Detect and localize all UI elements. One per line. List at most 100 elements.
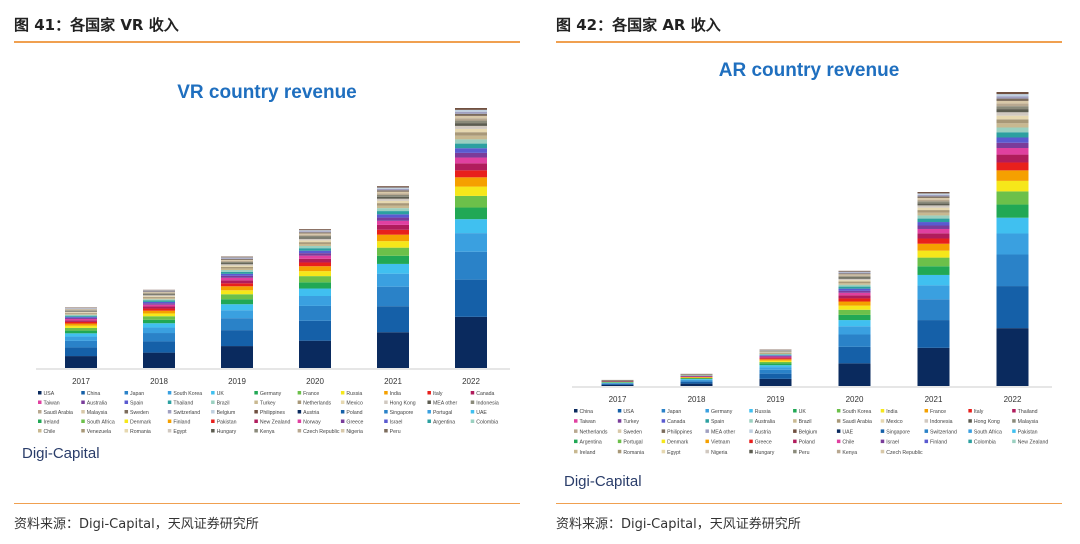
legend-label: South Korea <box>173 391 202 397</box>
legend-label: Mexico <box>346 401 363 407</box>
bar-segment <box>838 275 871 277</box>
bar-segment <box>299 234 331 236</box>
legend-entry: Sweden <box>617 429 642 435</box>
bar-segment <box>917 210 950 213</box>
bar-segment <box>917 225 950 229</box>
legend-swatch <box>661 449 666 454</box>
bar-segment <box>838 305 871 310</box>
bar-segment <box>838 283 871 285</box>
bar-segment <box>455 109 487 112</box>
bar-segment <box>455 170 487 178</box>
legend-swatch <box>167 419 172 423</box>
bar-segment <box>455 118 487 121</box>
legend-label: Japan <box>667 409 681 415</box>
bar-segment <box>221 304 253 311</box>
bar-segment <box>917 250 950 258</box>
x-tick-label: 2022 <box>462 377 480 386</box>
legend-swatch <box>427 410 431 414</box>
legend-label: UK <box>217 391 225 397</box>
legend-entry: Ireland <box>574 449 595 456</box>
bar-segment <box>377 332 409 368</box>
bar-segment <box>838 276 871 278</box>
legend-swatch <box>617 429 622 433</box>
bar-segment <box>759 359 792 361</box>
bar-segment <box>838 288 871 291</box>
source-note: 资料来源：Digi-Capital，天风证券研究所 <box>556 517 801 532</box>
bottom-rule <box>14 503 520 504</box>
legend-label: Nigeria <box>346 429 363 435</box>
legend-label: Austria <box>755 429 771 435</box>
legend-swatch <box>705 439 709 444</box>
bar-segment <box>299 245 331 249</box>
bar-segment <box>996 142 1029 149</box>
legend-swatch <box>124 391 129 395</box>
legend-swatch <box>254 419 258 423</box>
legend-swatch <box>470 419 475 423</box>
legend-swatch <box>340 391 345 395</box>
bar-segment <box>455 251 487 280</box>
legend-entry: Indonesia <box>924 419 953 425</box>
legend-swatch <box>297 400 302 404</box>
legend-entry: Ireland <box>38 419 59 426</box>
bar-segment <box>143 298 175 300</box>
bar-segment <box>455 279 487 317</box>
legend-swatch <box>880 449 885 454</box>
legend-entry: Greece <box>340 419 364 426</box>
legend-label: South Korea <box>842 409 871 415</box>
bar-segment <box>455 157 487 164</box>
bar-segment <box>455 132 487 136</box>
bar-stack <box>838 270 871 386</box>
legend-swatch <box>705 449 709 454</box>
bar-stack <box>221 256 253 368</box>
bar-segment <box>996 286 1029 329</box>
legend-swatch <box>836 409 841 413</box>
legend-label: Norway <box>303 420 321 426</box>
legend-swatch <box>38 400 42 404</box>
legend-swatch <box>793 419 797 423</box>
legend-label: Australia <box>87 401 107 407</box>
x-tick-label: 2019 <box>767 395 785 404</box>
legend-entry: Thailand <box>1012 409 1038 415</box>
bar-segment <box>221 346 253 368</box>
bar-segment <box>377 286 409 307</box>
bar-segment <box>299 240 331 243</box>
bar-segment <box>221 283 253 287</box>
legend-label: UAE <box>476 410 487 416</box>
bar-segment <box>996 123 1029 128</box>
legend-label: Greece <box>755 440 772 446</box>
legend-label: Finland <box>173 420 190 426</box>
bar-stack <box>996 92 1029 386</box>
bar-segment <box>143 310 175 314</box>
bar-segment <box>680 379 713 381</box>
legend-label: Philippines <box>260 410 285 416</box>
legend-entry: Taiwan <box>38 400 60 407</box>
bar-segment <box>221 257 253 259</box>
bar-segment <box>455 113 487 116</box>
bar-segment <box>838 271 871 273</box>
legend-label: Belgium <box>799 429 818 435</box>
legend-swatch <box>924 419 929 423</box>
legend-entry: Argentina <box>427 419 455 426</box>
legend-label: Netherlands <box>303 401 331 407</box>
bar-segment <box>65 315 97 317</box>
legend-label: Germany <box>711 409 733 415</box>
legend-swatch <box>1012 409 1016 413</box>
bar-segment <box>299 237 331 239</box>
legend-label: India <box>886 409 897 415</box>
legend-swatch <box>254 391 258 395</box>
bar-segment <box>680 381 713 384</box>
bar-segment <box>680 378 713 380</box>
bar-segment <box>377 220 409 225</box>
bar-segment <box>65 310 97 311</box>
bar-segment <box>838 274 871 276</box>
panel-vr: 图 41：各国家 VR 收入 VR country revenue 2017 201… <box>14 0 520 544</box>
legend-swatch <box>427 391 431 395</box>
legend-label: Argentina <box>433 420 455 426</box>
legend-entry: Turkey <box>617 419 639 425</box>
bar-segment <box>996 115 1029 120</box>
panel-ar: 图 42：各国家 AR 收入 AR country revenue 2017 201… <box>556 0 1062 544</box>
bar-segment <box>601 383 634 384</box>
bar-segment <box>455 135 487 140</box>
bar-segment <box>299 288 331 296</box>
bar-segment <box>143 292 175 293</box>
